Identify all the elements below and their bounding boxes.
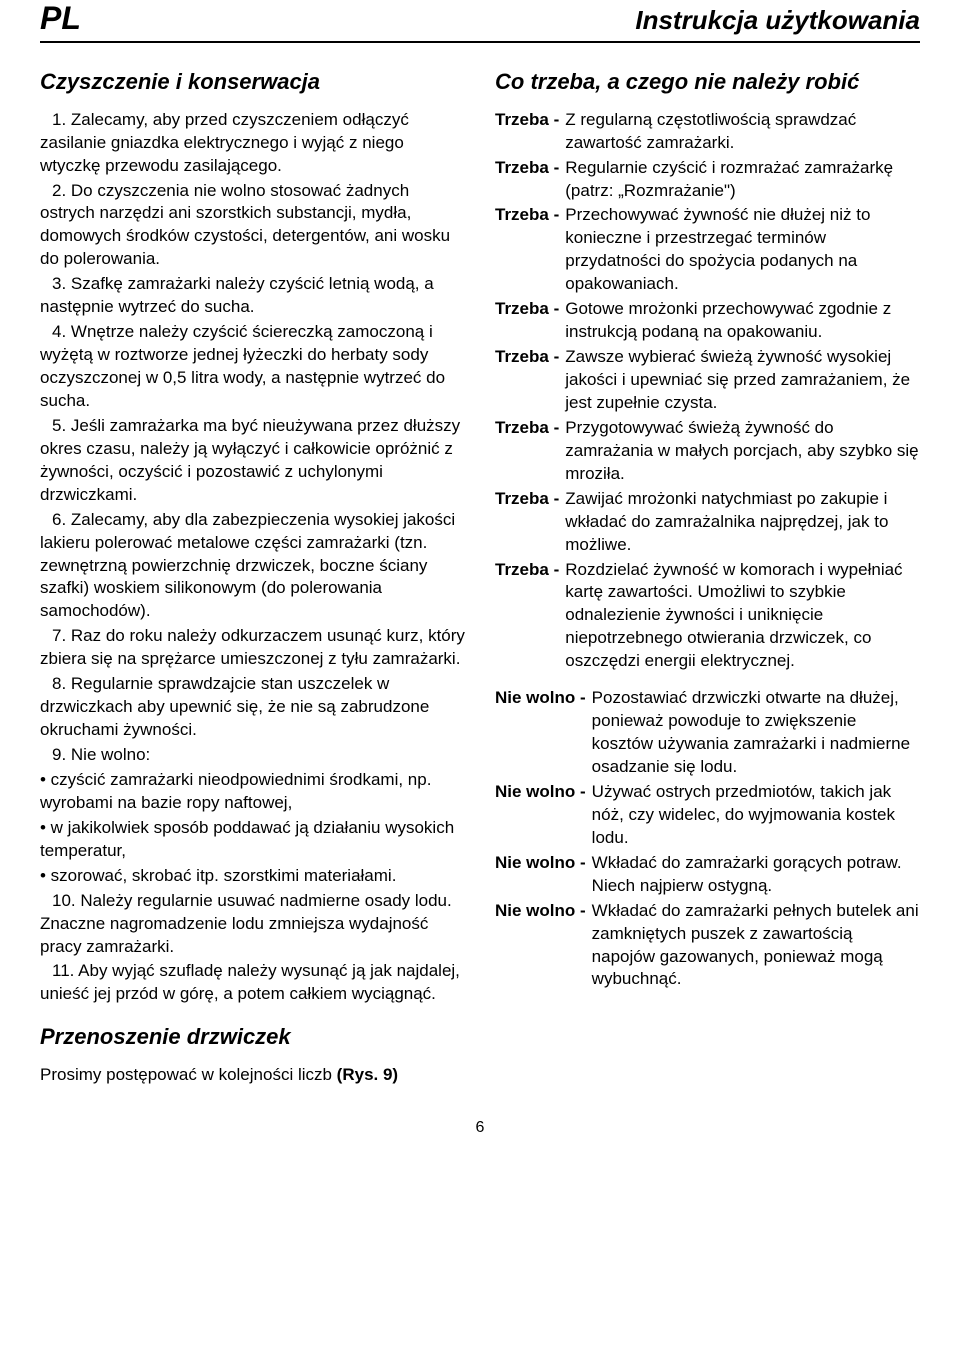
section-dos-donts-title: Co trzeba, a czego nie należy robić xyxy=(495,67,920,97)
do-text-5: Zawsze wybierać świeżą żywność wysokiej … xyxy=(565,346,920,415)
cleaning-item-9-intro: 9. Nie wolno: xyxy=(40,744,465,767)
dont-label: Nie wolno - xyxy=(495,900,592,992)
cleaning-item-9-bullet-3: • szorować, skrobać itp. szorstkimi mate… xyxy=(40,865,465,888)
dont-item-2: Nie wolno - Używać ostrych przedmiotów, … xyxy=(495,781,920,850)
dont-text-2: Używać ostrych przedmiotów, takich jak n… xyxy=(592,781,920,850)
do-item-7: Trzeba - Zawijać mrożonki natychmiast po… xyxy=(495,488,920,557)
cleaning-item-11: 11. Aby wyjąć szufladę należy wysunąć ją… xyxy=(40,960,465,1006)
section-cleaning-title: Czyszczenie i konserwacja xyxy=(40,67,465,97)
cleaning-item-8: 8. Regularnie sprawdzajcie stan uszczele… xyxy=(40,673,465,742)
dont-item-1: Nie wolno - Pozostawiać drzwiczki otwart… xyxy=(495,687,920,779)
dont-text-3: Wkładać do zamrażarki gorących potraw. N… xyxy=(592,852,920,898)
cleaning-item-3: 3. Szafkę zamrażarki należy czyścić letn… xyxy=(40,273,465,319)
do-text-6: Przygotowywać świeżą żywność do zamrażan… xyxy=(565,417,920,486)
dont-text-4: Wkładać do zamrażarki pełnych butelek an… xyxy=(592,900,920,992)
dont-label: Nie wolno - xyxy=(495,781,592,850)
do-text-2: Regularnie czyścić i rozmrażać zamrażark… xyxy=(565,157,920,203)
section-door-title: Przenoszenie drzwiczek xyxy=(40,1022,465,1052)
cleaning-item-5: 5. Jeśli zamrażarka ma być nieużywana pr… xyxy=(40,415,465,507)
cleaning-item-6: 6. Zalecamy, aby dla zabezpieczenia wyso… xyxy=(40,509,465,624)
dont-item-3: Nie wolno - Wkładać do zamrażarki gorący… xyxy=(495,852,920,898)
do-label: Trzeba - xyxy=(495,109,565,155)
door-text-prefix: Prosimy postępować w kolejności liczb xyxy=(40,1065,337,1084)
do-item-2: Trzeba - Regularnie czyścić i rozmrażać … xyxy=(495,157,920,203)
cleaning-item-1: 1. Zalecamy, aby przed czyszczeniem odłą… xyxy=(40,109,465,178)
cleaning-item-9-bullet-1: • czyścić zamrażarki nieodpowiednimi śro… xyxy=(40,769,465,815)
left-column: Czyszczenie i konserwacja 1. Zalecamy, a… xyxy=(40,61,465,1089)
do-label: Trzeba - xyxy=(495,488,565,557)
cleaning-item-7: 7. Raz do roku należy odkurzaczem usunąć… xyxy=(40,625,465,671)
do-item-5: Trzeba - Zawsze wybierać świeżą żywność … xyxy=(495,346,920,415)
dont-label: Nie wolno - xyxy=(495,852,592,898)
do-text-7: Zawijać mrożonki natychmiast po zakupie … xyxy=(565,488,920,557)
page-header: PL Instrukcja użytkowania xyxy=(40,0,920,43)
do-text-1: Z regularną częstotliwością sprawdzać za… xyxy=(565,109,920,155)
door-instruction: Prosimy postępować w kolejności liczb (R… xyxy=(40,1064,465,1087)
do-label: Trzeba - xyxy=(495,417,565,486)
cleaning-item-9-bullet-2: • w jakikolwiek sposób poddawać ją dział… xyxy=(40,817,465,863)
do-label: Trzeba - xyxy=(495,346,565,415)
do-label: Trzeba - xyxy=(495,559,565,674)
do-label: Trzeba - xyxy=(495,204,565,296)
right-column: Co trzeba, a czego nie należy robić Trze… xyxy=(495,61,920,1089)
door-text-bold: (Rys. 9) xyxy=(337,1065,398,1084)
cleaning-item-10: 10. Należy regularnie usuwać nadmierne o… xyxy=(40,890,465,959)
do-label: Trzeba - xyxy=(495,298,565,344)
do-item-6: Trzeba - Przygotowywać świeżą żywność do… xyxy=(495,417,920,486)
do-text-3: Przechowywać żywność nie dłużej niż to k… xyxy=(565,204,920,296)
dont-label: Nie wolno - xyxy=(495,687,592,779)
manual-title: Instrukcja użytkowania xyxy=(635,5,920,36)
cleaning-item-4: 4. Wnętrze należy czyścić ściereczką zam… xyxy=(40,321,465,413)
do-item-8: Trzeba - Rozdzielać żywność w komorach i… xyxy=(495,559,920,674)
do-item-1: Trzeba - Z regularną częstotliwością spr… xyxy=(495,109,920,155)
language-code: PL xyxy=(40,0,81,37)
content-columns: Czyszczenie i konserwacja 1. Zalecamy, a… xyxy=(40,61,920,1089)
do-text-4: Gotowe mrożonki przechowywać zgodnie z i… xyxy=(565,298,920,344)
dont-item-4: Nie wolno - Wkładać do zamrażarki pełnyc… xyxy=(495,900,920,992)
do-text-8: Rozdzielać żywność w komorach i wypełnia… xyxy=(565,559,920,674)
do-item-3: Trzeba - Przechowywać żywność nie dłużej… xyxy=(495,204,920,296)
do-item-4: Trzeba - Gotowe mrożonki przechowywać zg… xyxy=(495,298,920,344)
dont-text-1: Pozostawiać drzwiczki otwarte na dłużej,… xyxy=(592,687,920,779)
page-number: 6 xyxy=(40,1119,920,1137)
cleaning-item-2: 2. Do czyszczenia nie wolno stosować żad… xyxy=(40,180,465,272)
do-label: Trzeba - xyxy=(495,157,565,203)
